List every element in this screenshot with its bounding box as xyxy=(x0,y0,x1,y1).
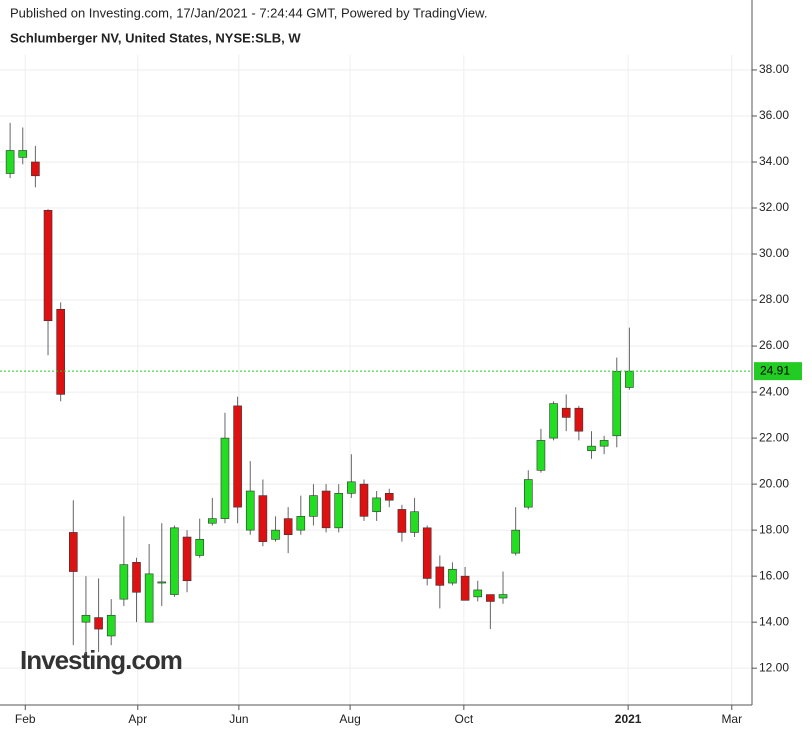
candle-body xyxy=(372,497,381,513)
candle-body xyxy=(5,150,15,174)
candle-body xyxy=(435,566,445,586)
candle-body xyxy=(119,564,129,600)
candle-body xyxy=(612,371,622,437)
candle-body xyxy=(271,529,280,540)
x-tick-label: Mar xyxy=(721,712,742,726)
y-tick-label: 34.00 xyxy=(759,154,789,168)
x-tick-label: Apr xyxy=(128,712,147,726)
candle-body xyxy=(81,614,91,623)
candle-body xyxy=(132,562,141,593)
candle-body xyxy=(625,370,634,388)
candle-body xyxy=(486,594,495,602)
chart-title: Schlumberger NV, United States, NYSE:SLB… xyxy=(10,30,301,45)
candle-body xyxy=(144,573,154,623)
candle-body xyxy=(384,493,394,501)
candle-body xyxy=(195,539,204,556)
y-tick-label: 14.00 xyxy=(759,614,789,628)
candle-body xyxy=(283,518,293,536)
x-tick-label: Feb xyxy=(15,712,36,726)
candle-body xyxy=(523,479,533,508)
candle-body xyxy=(208,518,217,524)
candle-body xyxy=(233,405,242,508)
last-price-box xyxy=(754,362,802,381)
candle-body xyxy=(296,516,306,531)
candle-body xyxy=(258,495,268,542)
candle-body xyxy=(587,445,596,452)
last-price-label: 24.91 xyxy=(760,363,790,377)
candle-body xyxy=(561,407,571,418)
candle-body xyxy=(334,493,344,529)
candle-body xyxy=(536,440,546,471)
candle-body xyxy=(599,440,609,447)
candle-body xyxy=(220,437,230,519)
candle-body xyxy=(43,210,53,322)
candle-body xyxy=(460,575,470,601)
candle-body xyxy=(397,509,407,533)
candle-body xyxy=(94,617,103,630)
x-tick-label: Oct xyxy=(455,712,474,726)
candle-body xyxy=(359,483,369,517)
y-tick-label: 26.00 xyxy=(759,338,789,352)
x-tick-label: 2021 xyxy=(615,712,642,726)
candle-body xyxy=(69,532,78,572)
candle-body xyxy=(309,495,318,517)
candle-body xyxy=(422,527,432,579)
y-tick-label: 38.00 xyxy=(759,62,789,76)
y-tick-label: 28.00 xyxy=(759,292,789,306)
y-tick-label: 36.00 xyxy=(759,108,789,122)
y-tick-label: 24.00 xyxy=(759,384,789,398)
y-tick-label: 30.00 xyxy=(759,246,789,260)
candle-body xyxy=(106,614,116,637)
y-tick-label: 32.00 xyxy=(759,200,789,214)
candle-body xyxy=(56,308,65,395)
y-tick-label: 22.00 xyxy=(759,430,789,444)
candle-body xyxy=(448,568,457,584)
candle-body xyxy=(31,161,40,177)
candle-body xyxy=(170,527,179,595)
candle-body xyxy=(245,490,255,531)
chart-subtitle: Published on Investing.com, 17/Jan/2021 … xyxy=(10,5,487,20)
y-tick-label: 16.00 xyxy=(759,568,789,582)
watermark: Investing.com xyxy=(20,645,182,675)
candle-body xyxy=(321,490,331,529)
y-tick-label: 18.00 xyxy=(759,522,789,536)
candle-body xyxy=(511,529,520,554)
candle-body xyxy=(410,511,419,533)
candle-body xyxy=(498,594,508,599)
x-tick-label: Aug xyxy=(339,712,360,726)
candle-body xyxy=(574,407,584,432)
x-tick-label: Jun xyxy=(229,712,248,726)
candle-body xyxy=(157,581,167,584)
candle-body xyxy=(182,536,192,582)
candle-body xyxy=(347,481,356,494)
y-tick-label: 12.00 xyxy=(759,660,789,674)
candle-body xyxy=(473,589,483,598)
y-tick-label: 20.00 xyxy=(759,476,789,490)
candle-body xyxy=(18,150,28,158)
candle-body xyxy=(549,403,558,439)
